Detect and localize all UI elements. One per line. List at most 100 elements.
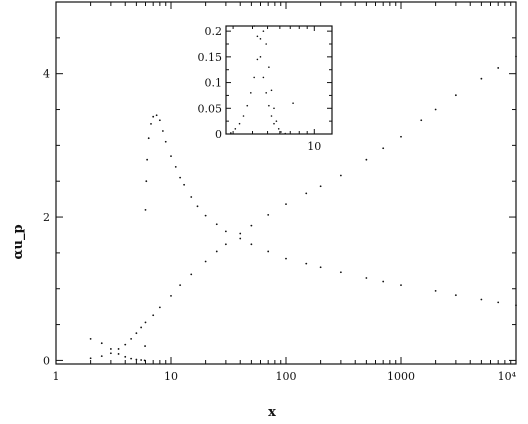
main-series-2-point (250, 224, 253, 227)
inset-series-1-point (256, 58, 259, 61)
main-series-1-point (146, 158, 149, 161)
main-series-1-point (150, 122, 152, 125)
inset-series-2-point (259, 56, 262, 58)
main-series-1-point (339, 271, 342, 274)
inset-series-1-point (273, 107, 275, 110)
inset-series-2-point (268, 104, 270, 107)
main-series-2-point (190, 273, 193, 276)
main-series-2-point (117, 348, 120, 350)
inset-series-1-point (292, 102, 294, 104)
main-series-1-point (164, 140, 167, 143)
main-x-ticks: 1 10 100 1000 10⁴ (53, 2, 517, 383)
inset-plot: 10 0 0.05 0.1 0.15 0.2 (198, 25, 333, 153)
main-series-1-point (170, 155, 172, 158)
main-data-points (89, 55, 517, 362)
main-series-2-point (285, 203, 287, 206)
main-series-1-point (215, 223, 218, 226)
main-series-2-point (497, 67, 500, 69)
main-series-2-point (400, 135, 402, 138)
main-series-1-point (204, 214, 207, 217)
main-series-2-point (109, 352, 112, 355)
main-series-1-point (285, 257, 287, 260)
main-series-2-point (339, 174, 342, 177)
main-series-1-point (140, 359, 143, 361)
main-series-1-point (174, 165, 177, 168)
main-series-1-point (319, 266, 322, 269)
inset-y-tick-label: 0.1 (205, 77, 223, 90)
inset-x-tick-label: 10 (307, 140, 321, 153)
inset-series-1-point (275, 120, 278, 122)
main-series-2-point (144, 321, 147, 324)
main-series-1-point (190, 196, 193, 198)
main-x-tick-label: 1 (53, 370, 60, 383)
main-series-1-point (152, 115, 155, 118)
main-series-1-point (161, 130, 164, 132)
main-series-2-point (130, 338, 133, 340)
main-series-1-point (183, 183, 186, 186)
main-x-tick-label: 10 (164, 370, 178, 383)
main-series-1-point (267, 250, 270, 253)
inset-series-1-point (250, 92, 252, 94)
main-series-1-point (196, 205, 199, 208)
main-plot: 1 10 100 1000 10⁴ 024 x αu_p (11, 1, 517, 420)
inset-series-2-point (256, 35, 259, 38)
main-series-2-point (420, 119, 423, 122)
main-y-ticks: 0 2 4 (43, 37, 516, 367)
inset-plot-frame (225, 25, 333, 135)
main-series-2-point (434, 108, 437, 111)
main-series-2-point (319, 185, 322, 188)
main-x-tick-label: 100 (276, 370, 297, 383)
main-series-2-point (170, 295, 172, 297)
main-series-2-point (179, 284, 182, 287)
main-x-tick-label: 1000 (387, 370, 415, 383)
inset-series-1-point (246, 104, 249, 107)
inset-series-1-point (259, 38, 262, 40)
main-series-1-point (130, 357, 133, 360)
inset-data-points (230, 25, 294, 135)
main-x-tick-label: 10⁴ (498, 370, 517, 383)
main-series-2-point (215, 250, 218, 253)
inset-x-ticks: 10 (232, 26, 321, 153)
main-y-tick-label: 0 (43, 354, 50, 367)
main-series-2-point (515, 55, 517, 58)
main-series-1-point (147, 137, 150, 140)
main-series-1-point (515, 304, 517, 307)
inset-series-1-point (262, 30, 265, 32)
main-series-1-point (89, 338, 92, 340)
inset-series-1-point (270, 89, 273, 92)
main-series-1-point (454, 294, 457, 297)
main-plot-frame (55, 1, 517, 365)
inset-series-2-point (270, 115, 273, 117)
main-series-2-point (152, 314, 155, 317)
inset-series-2-point (273, 122, 275, 125)
main-series-2-point (305, 192, 308, 195)
main-series-2-point (365, 158, 368, 161)
inset-y-tick-label: 0.15 (198, 51, 223, 64)
inset-series-1-point (230, 132, 232, 134)
main-series-2-point (480, 77, 483, 80)
main-series-1-point (100, 342, 103, 345)
inset-series-1-point (277, 128, 280, 130)
main-series-1-point (250, 243, 253, 246)
inset-y-tick-label: 0.05 (198, 102, 223, 115)
main-series-2-point (135, 332, 138, 335)
main-series-1-point (305, 262, 308, 265)
main-series-1-point (224, 230, 227, 233)
main-series-2-point (158, 306, 161, 309)
inset-series-2-point (262, 76, 265, 79)
main-series-2-point (124, 343, 127, 346)
main-series-2-point (382, 147, 385, 150)
main-series-2-point (267, 214, 270, 216)
main-series-1-point (382, 280, 385, 283)
main-series-1-point (109, 348, 112, 350)
main-series-1-point (179, 176, 182, 179)
inset-series-1-point (284, 132, 287, 135)
inset-series-1-point (253, 76, 255, 79)
main-y-tick-label: 2 (43, 211, 50, 224)
main-series-1-point (158, 119, 161, 122)
main-series-2-point (140, 326, 143, 329)
inset-y-tick-label: 0.2 (205, 25, 223, 38)
main-series-1-point (239, 237, 242, 240)
main-y-tick-label: 4 (43, 68, 50, 81)
